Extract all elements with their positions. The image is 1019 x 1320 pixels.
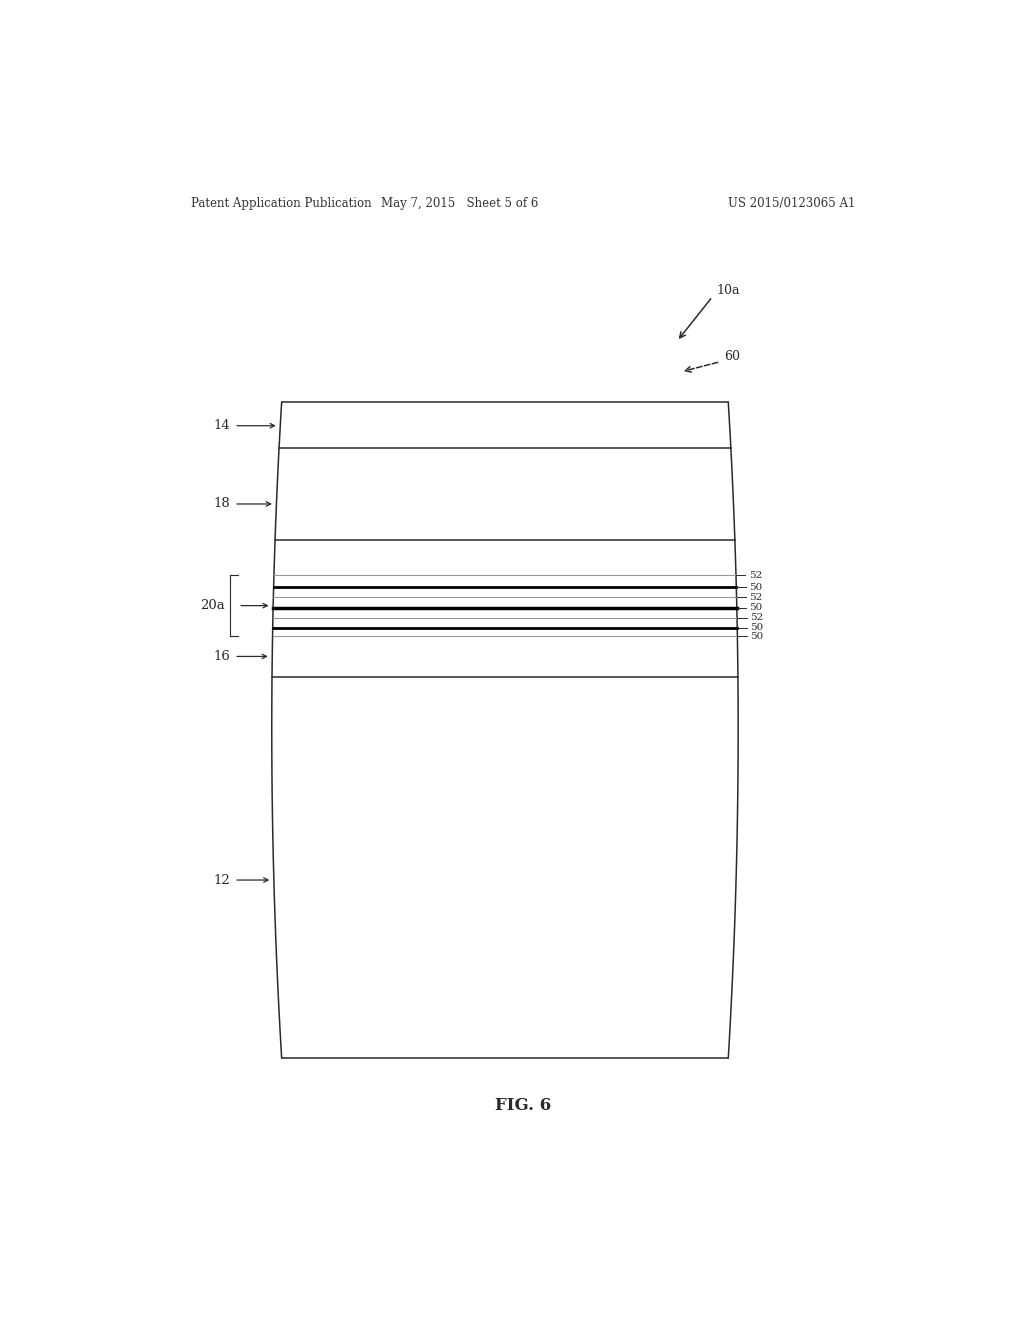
Text: 60: 60 [723,350,740,363]
Text: 52: 52 [749,593,762,602]
Text: 50: 50 [749,623,762,632]
Text: 50: 50 [749,631,762,640]
Text: 18: 18 [213,498,230,511]
Text: 10a: 10a [715,284,739,297]
Text: US 2015/0123065 A1: US 2015/0123065 A1 [728,197,855,210]
Text: 50: 50 [748,583,761,591]
Text: 50: 50 [749,603,762,612]
Text: 12: 12 [213,874,230,887]
Text: 16: 16 [213,649,230,663]
Text: 52: 52 [748,570,761,579]
Text: 52: 52 [749,614,762,622]
Text: Patent Application Publication: Patent Application Publication [191,197,371,210]
Text: 14: 14 [213,420,230,432]
Text: May 7, 2015   Sheet 5 of 6: May 7, 2015 Sheet 5 of 6 [380,197,538,210]
Text: FIG. 6: FIG. 6 [494,1097,550,1114]
Text: 20a: 20a [200,599,224,612]
